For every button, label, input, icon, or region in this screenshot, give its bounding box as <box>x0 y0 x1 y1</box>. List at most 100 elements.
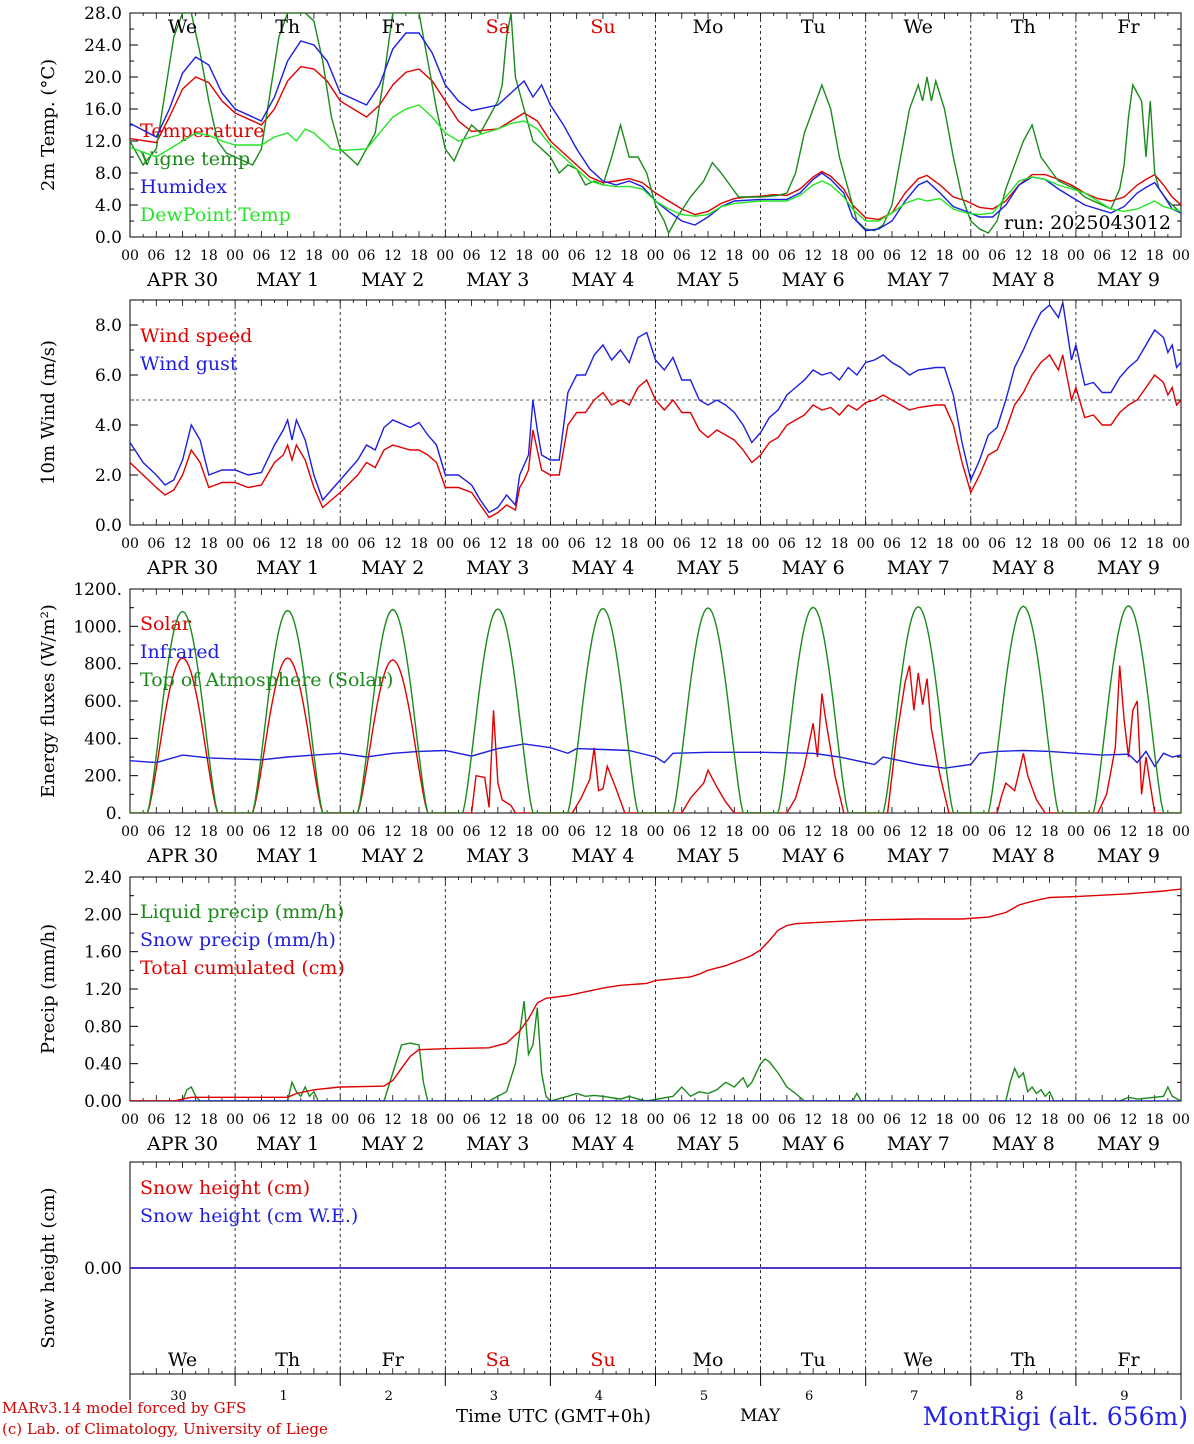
hour-label: 06 <box>673 1112 691 1128</box>
weekday-label: Th <box>275 1349 300 1371</box>
hour-label: 00 <box>857 536 875 552</box>
hour-label: 06 <box>463 1112 481 1128</box>
hour-label: 12 <box>909 248 927 264</box>
y-tick-label: 24.0 <box>84 36 122 56</box>
day-number: 30 <box>170 1389 187 1404</box>
weekday-label: Th <box>275 16 300 38</box>
weekday-label: Fr <box>382 1349 405 1371</box>
y-tick-label: 8.0 <box>95 164 122 184</box>
weekday-label: Mo <box>693 1349 724 1371</box>
hour-label: 00 <box>1067 824 1085 840</box>
weekday-label: Th <box>1011 1349 1036 1371</box>
hour-label: 12 <box>804 1112 822 1128</box>
hour-label: 12 <box>1014 248 1032 264</box>
hour-label: 12 <box>1120 536 1138 552</box>
panel-frame <box>129 299 1182 526</box>
hour-label: 18 <box>410 1112 428 1128</box>
y-tick-label: 1000. <box>73 617 122 637</box>
hour-label: 00 <box>226 248 244 264</box>
hour-label: 00 <box>647 824 665 840</box>
y-axis-label: 2m Temp. (°C) <box>38 59 59 191</box>
panel-energy: 0. 200. 400. 600. 800. 1000. 1200. Energy fluxe… <box>38 580 1190 867</box>
hour-label: 00 <box>541 824 559 840</box>
hour-label: 06 <box>568 824 586 840</box>
hour-label: 06 <box>988 536 1006 552</box>
hour-label: 18 <box>1041 248 1059 264</box>
hour-label: 18 <box>1041 1112 1059 1128</box>
hour-label: 18 <box>936 1112 954 1128</box>
hour-label: 18 <box>831 248 849 264</box>
series-line-temperature <box>130 65 1181 221</box>
weekday-label: Tu <box>801 16 826 38</box>
date-label: MAY 3 <box>466 845 529 867</box>
hour-label: 18 <box>831 1112 849 1128</box>
hour-label: 12 <box>699 1112 717 1128</box>
hour-label: 18 <box>936 824 954 840</box>
y-tick-label: 0.0 <box>95 228 122 248</box>
hour-label: 00 <box>752 536 770 552</box>
date-label: MAY 7 <box>887 845 950 867</box>
legend-entry: DewPoint Temp <box>140 204 291 226</box>
series-line-infrared <box>130 743 1181 769</box>
hour-label: 06 <box>778 536 796 552</box>
date-label: MAY 5 <box>677 1133 740 1155</box>
hour-label: 00 <box>1067 536 1085 552</box>
hour-label: 12 <box>384 248 402 264</box>
day-number: 9 <box>1120 1389 1128 1404</box>
date-label: MAY 3 <box>466 1133 529 1155</box>
date-label: MAY 9 <box>1097 845 1160 867</box>
hour-label: 06 <box>778 248 796 264</box>
series-line-wind-gust <box>130 302 1181 514</box>
hour-label: 12 <box>1014 1112 1032 1128</box>
hour-label: 12 <box>279 824 297 840</box>
hour-label: 06 <box>988 248 1006 264</box>
date-label: MAY 3 <box>466 269 529 291</box>
hour-label: 00 <box>226 824 244 840</box>
date-label: MAY 1 <box>256 845 319 867</box>
hour-label: 00 <box>1172 536 1190 552</box>
day-number: 8 <box>1015 1389 1023 1404</box>
legend-entry: Snow height (cm) <box>140 1177 310 1199</box>
hour-label: 06 <box>463 248 481 264</box>
hour-label: 06 <box>673 248 691 264</box>
date-label: MAY 2 <box>361 269 424 291</box>
hour-label: 00 <box>1172 248 1190 264</box>
hour-label: 00 <box>436 1112 454 1128</box>
legend-entry: Top of Atmosphere (Solar) <box>140 669 393 691</box>
date-label: MAY 7 <box>887 1133 950 1155</box>
legend-entry: Humidex <box>140 176 227 198</box>
hour-label: 00 <box>857 248 875 264</box>
y-tick-label: 0. <box>106 804 122 824</box>
y-tick-label: 28.0 <box>84 4 122 24</box>
day-number: 4 <box>595 1389 603 1404</box>
hour-label: 06 <box>778 824 796 840</box>
hour-label: 06 <box>358 1112 376 1128</box>
hour-label: 18 <box>1146 536 1164 552</box>
hour-label: 00 <box>647 536 665 552</box>
hour-label: 00 <box>1172 824 1190 840</box>
hour-label: 12 <box>909 536 927 552</box>
date-label: MAY 9 <box>1097 269 1160 291</box>
y-axis-label: Energy fluxes (W/m²) <box>38 604 59 798</box>
series-line-wind-speed <box>130 353 1181 519</box>
hour-label: 06 <box>568 1112 586 1128</box>
legend-entry: Vigne temp <box>139 148 250 170</box>
hour-label: 18 <box>1146 248 1164 264</box>
hour-label: 00 <box>121 1112 139 1128</box>
weekday-label: We <box>904 16 933 38</box>
y-tick-label: 800. <box>84 655 122 675</box>
hour-label: 06 <box>673 536 691 552</box>
month-label: MAY <box>740 1406 781 1426</box>
hour-label: 00 <box>962 536 980 552</box>
hour-label: 18 <box>936 536 954 552</box>
panel-snow: 0.00 Snow height (cm) Snow height (cm) Snow… <box>38 1161 1182 1375</box>
date-label: MAY 1 <box>256 269 319 291</box>
hour-label: 06 <box>358 248 376 264</box>
hour-label: 06 <box>1093 536 1111 552</box>
hour-label: 18 <box>515 1112 533 1128</box>
hour-label: 18 <box>305 1112 323 1128</box>
date-label: MAY 4 <box>571 845 634 867</box>
hour-label: 12 <box>1014 824 1032 840</box>
hour-label: 12 <box>594 1112 612 1128</box>
weekday-label: Th <box>1011 16 1036 38</box>
